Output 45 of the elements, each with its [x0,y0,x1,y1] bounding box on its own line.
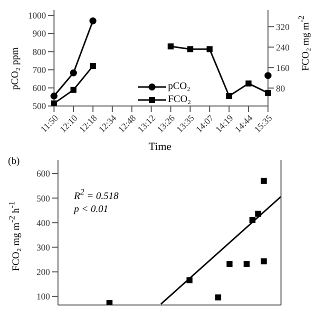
y-tick-label: 400 [36,218,50,228]
point [168,43,174,50]
y-tick-label: 500 [32,101,46,112]
y2-tick-label: 320 [276,22,290,32]
point [265,90,271,96]
point [186,277,193,284]
point [70,86,76,93]
legend-label: FCO₂ [168,93,191,106]
point [50,92,58,100]
y-tick-label: 300 [36,242,50,252]
y2-tick-label: 240 [276,42,290,52]
point [264,72,272,80]
y-tick-label: 200 [36,267,50,278]
point [187,46,194,52]
y-axis-title: pCO₂ ppm [10,46,20,90]
y2-tick-label: 160 [276,62,290,73]
y-tick-label: 1000 [28,10,46,21]
legend-label: pCO₂ [168,80,190,93]
point [249,216,256,223]
y-tick-label: 600 [32,83,46,94]
point [89,17,96,24]
point [255,210,262,217]
point [244,260,250,267]
point [70,69,77,76]
annotation: p < 0.01 [74,204,108,216]
annotation: R$^{2}$ = 0.518 [74,188,119,202]
x-axis-title: Time [148,141,172,153]
point [51,100,57,106]
point [90,63,96,70]
y-tick-label: 600 [36,168,50,179]
point [260,258,267,264]
point [206,46,213,52]
point [260,178,267,184]
text: (b) [8,156,20,167]
y-tick-label: 900 [32,28,46,39]
y-tick-label: 100 [36,292,50,302]
point [226,260,233,267]
point [246,80,252,86]
y-tick-label: 500 [36,193,50,204]
y-tick-label: 700 [32,64,46,75]
y-tick-label: 800 [32,46,46,57]
point [215,294,222,300]
y2-tick-label: 80 [276,83,286,94]
point [226,93,232,100]
point [106,300,112,305]
